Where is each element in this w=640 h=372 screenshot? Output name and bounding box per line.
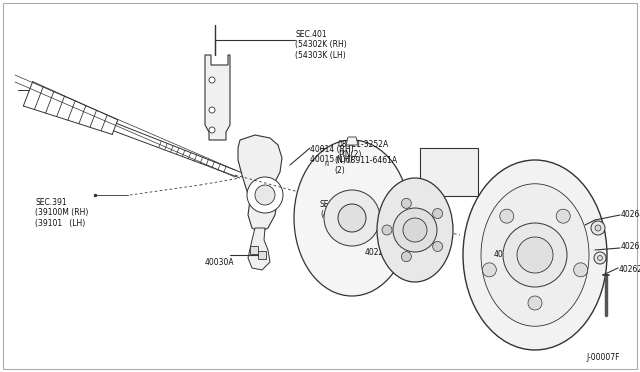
- Circle shape: [594, 252, 606, 264]
- Polygon shape: [248, 228, 270, 270]
- Text: 40222: 40222: [365, 248, 389, 257]
- Text: 40207: 40207: [494, 250, 518, 259]
- Text: 40282M: 40282M: [447, 183, 477, 192]
- Text: 08921-3252A
PIN(2): 08921-3252A PIN(2): [338, 140, 389, 159]
- Bar: [420, 148, 478, 196]
- Ellipse shape: [377, 178, 453, 282]
- Circle shape: [403, 218, 427, 242]
- Bar: [258, 251, 266, 259]
- Circle shape: [401, 198, 412, 208]
- Ellipse shape: [481, 184, 589, 326]
- Circle shape: [598, 256, 602, 260]
- Circle shape: [500, 209, 514, 223]
- Circle shape: [323, 159, 333, 169]
- Circle shape: [324, 190, 380, 246]
- Circle shape: [401, 251, 412, 262]
- Text: 40262: 40262: [621, 242, 640, 251]
- Text: 40030A: 40030A: [205, 258, 235, 267]
- Circle shape: [595, 225, 601, 231]
- Polygon shape: [205, 55, 230, 140]
- Circle shape: [393, 208, 437, 252]
- Text: SEC.391
(39100M (RH)
(39101   (LH): SEC.391 (39100M (RH) (39101 (LH): [35, 198, 88, 228]
- Circle shape: [247, 177, 283, 213]
- Ellipse shape: [294, 140, 410, 296]
- Circle shape: [433, 241, 443, 251]
- Circle shape: [503, 223, 567, 287]
- Text: 40014 (RH)
40015 (LH): 40014 (RH) 40015 (LH): [310, 145, 354, 164]
- Polygon shape: [346, 137, 358, 145]
- Circle shape: [573, 263, 588, 277]
- Circle shape: [338, 204, 366, 232]
- Text: SEC.401
(54302K (RH)
(54303K (LH): SEC.401 (54302K (RH) (54303K (LH): [295, 30, 347, 60]
- Circle shape: [255, 185, 275, 205]
- Circle shape: [209, 127, 215, 133]
- Circle shape: [433, 209, 443, 218]
- Polygon shape: [238, 135, 282, 232]
- Circle shape: [517, 237, 553, 273]
- Circle shape: [483, 263, 497, 277]
- Circle shape: [528, 296, 542, 310]
- Circle shape: [382, 225, 392, 235]
- Circle shape: [209, 107, 215, 113]
- Circle shape: [591, 221, 605, 235]
- Circle shape: [556, 209, 570, 223]
- Ellipse shape: [463, 160, 607, 350]
- Bar: [250, 246, 258, 254]
- Circle shape: [209, 77, 215, 83]
- Text: 40264: 40264: [621, 210, 640, 219]
- Text: N: N: [325, 161, 329, 167]
- Text: J-00007F: J-00007F: [586, 353, 620, 362]
- Text: 40262A: 40262A: [619, 265, 640, 274]
- Text: SEC.440
(41151M): SEC.440 (41151M): [320, 200, 356, 219]
- Text: (N)08911-6461A
(2): (N)08911-6461A (2): [334, 156, 397, 176]
